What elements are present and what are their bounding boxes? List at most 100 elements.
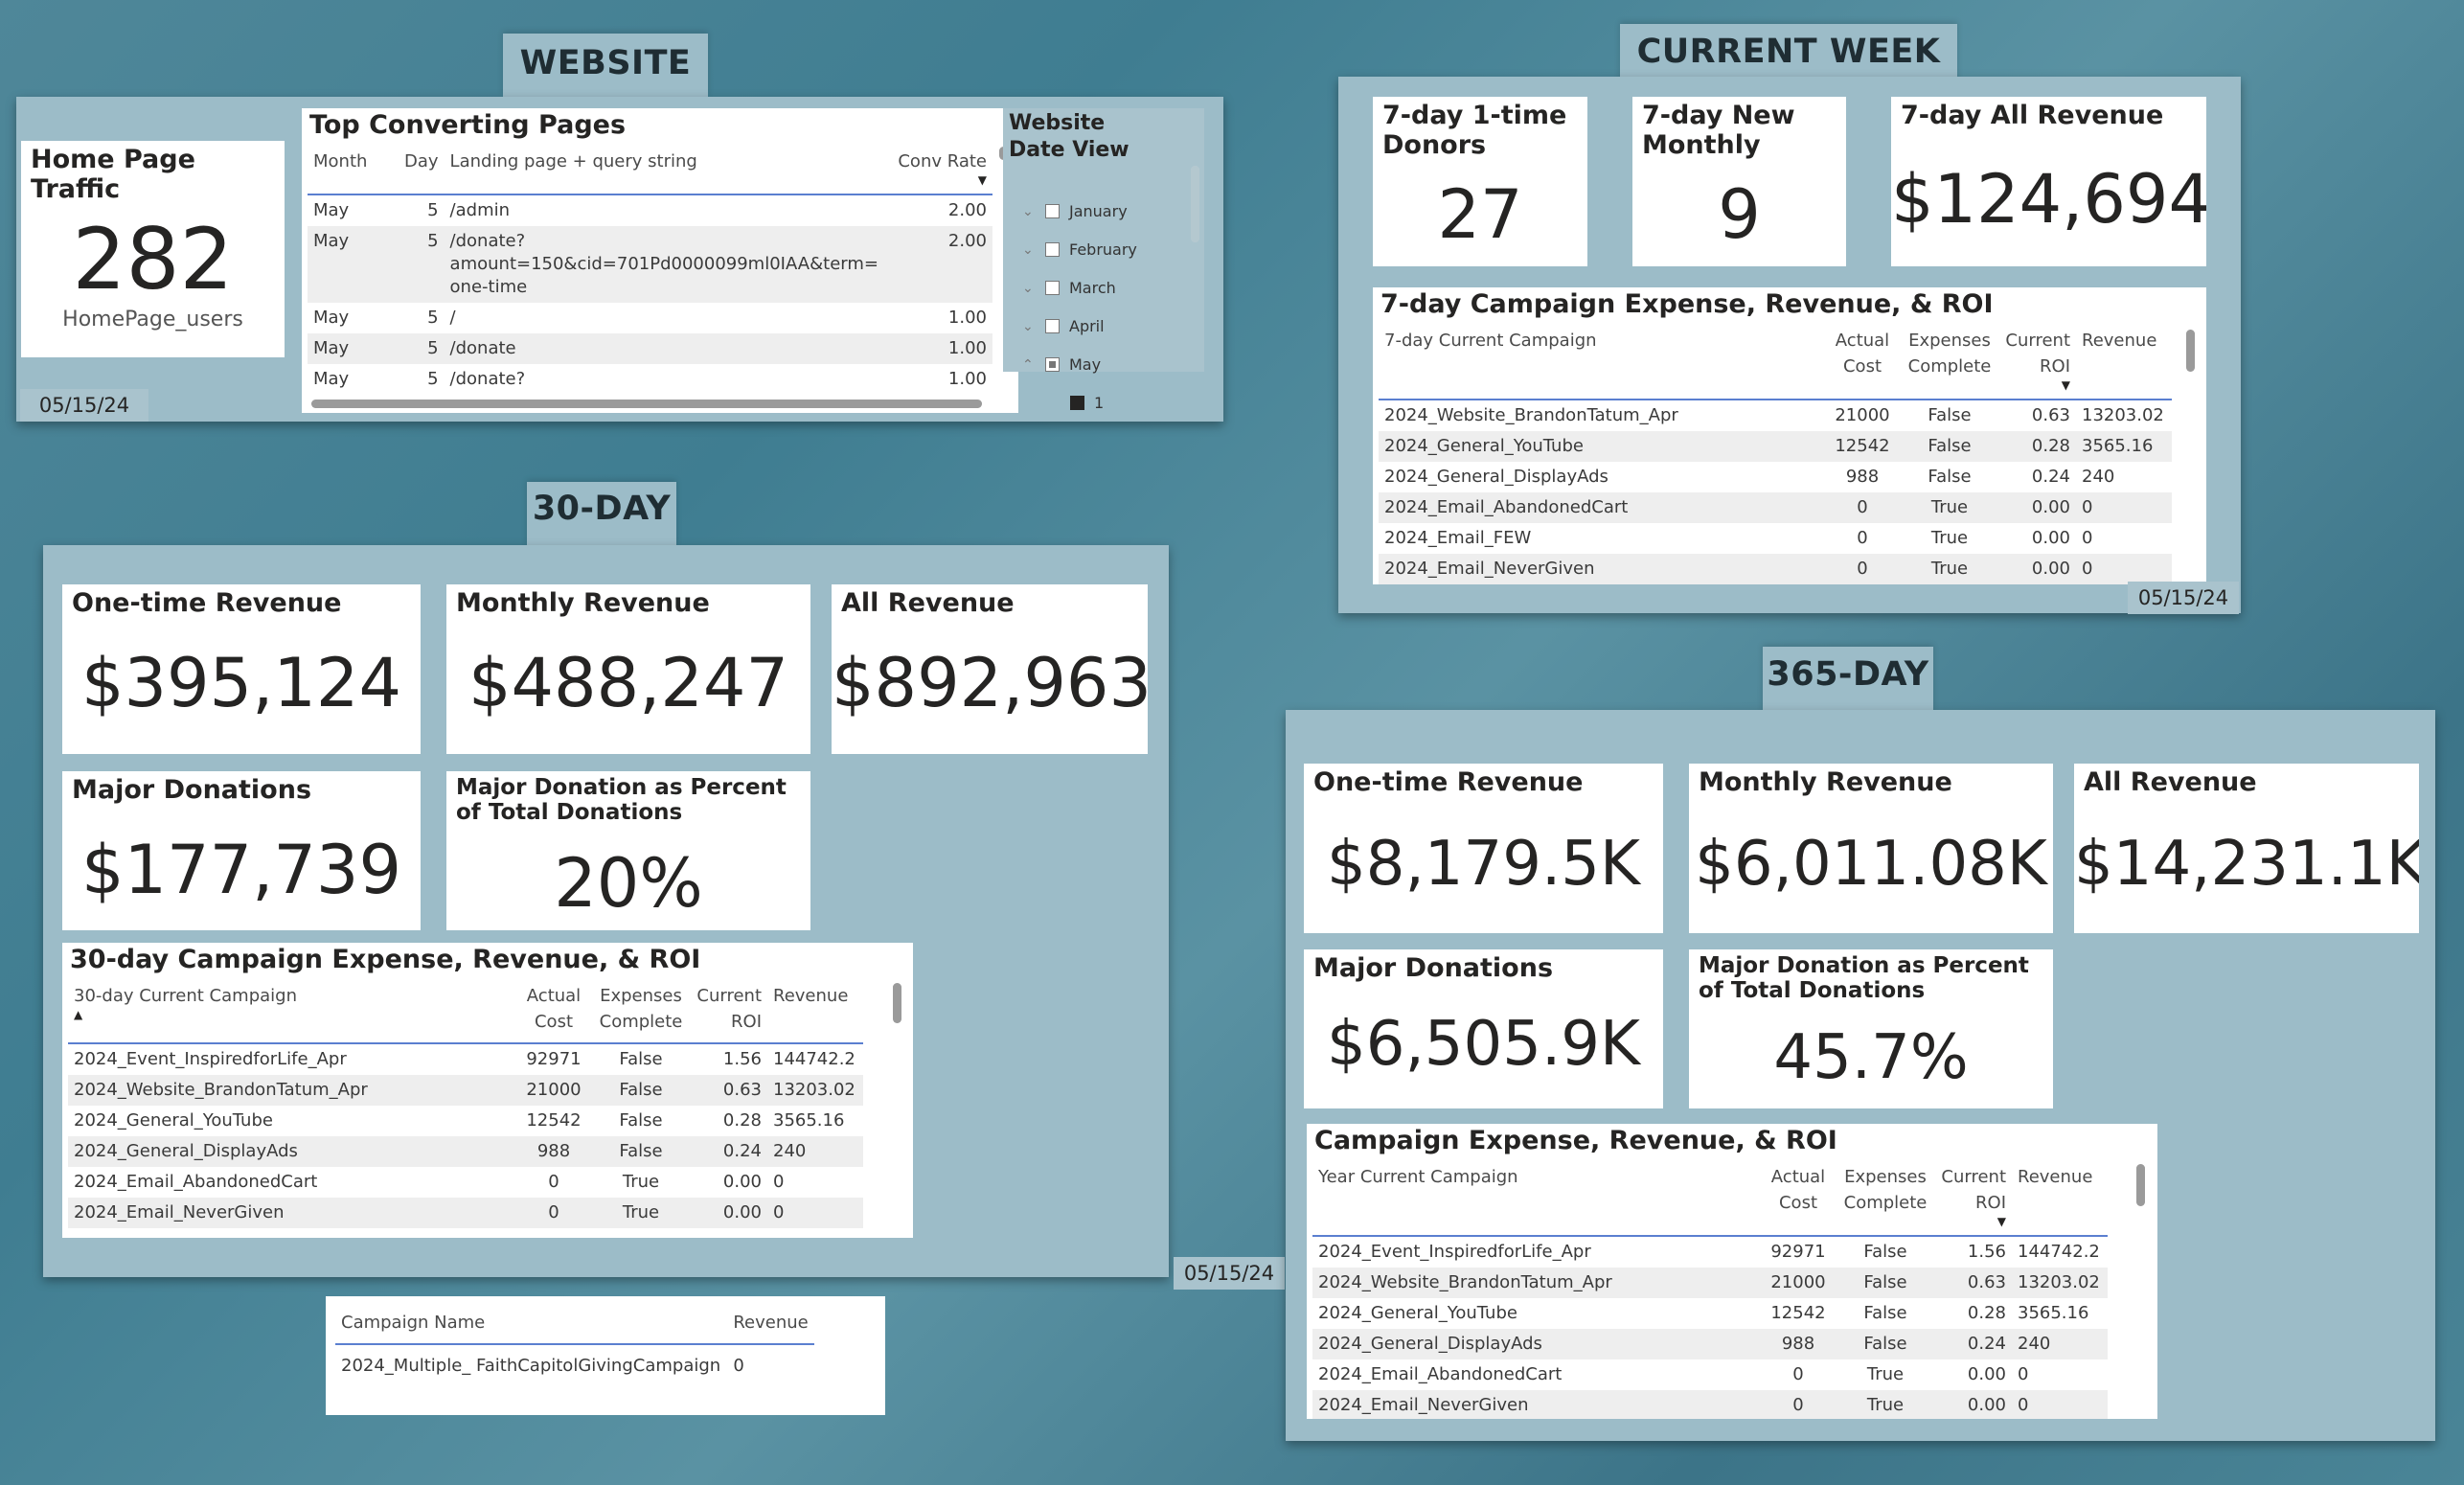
- thirty-all-card[interactable]: All Revenue $892,963: [832, 584, 1148, 754]
- slicer-scroll[interactable]: [1191, 166, 1199, 242]
- year-table-scroll[interactable]: [2136, 1164, 2145, 1206]
- slicer-item[interactable]: ⌄ January: [1022, 202, 1128, 220]
- table-cell: 0.00: [1997, 492, 2076, 523]
- table-row[interactable]: 2024_Website_BrandonTatum_Apr 21000 False 0…: [1312, 1268, 2108, 1298]
- table-cell: 5: [427, 200, 439, 220]
- year-all-value: $14,231.1K: [2074, 829, 2419, 900]
- chevron-up-icon[interactable]: ⌃: [1022, 356, 1034, 373]
- table-cell: 2024_General_YouTube: [1379, 431, 1823, 462]
- slicer-item[interactable]: ⌄ February: [1022, 240, 1137, 259]
- year-major-pct-card[interactable]: Major Donation as Percent of Total Donat…: [1689, 949, 2053, 1108]
- chevron-down-icon[interactable]: ⌄: [1022, 318, 1034, 334]
- checkbox[interactable]: [1045, 242, 1060, 257]
- table-cell: /: [449, 308, 456, 328]
- year-major-card[interactable]: Major Donations $6,505.9K: [1304, 949, 1663, 1108]
- year-campaign-table[interactable]: Campaign Expense, Revenue, & ROI Year Cu…: [1307, 1124, 2157, 1419]
- thirty-monthly-card[interactable]: Monthly Revenue $488,247: [446, 584, 810, 754]
- column-header[interactable]: Revenue: [767, 979, 863, 1044]
- column-header[interactable]: Year Current Campaign: [1312, 1160, 1759, 1237]
- table-row[interactable]: 2024_Email_NeverGiven 0 True 0.00 0: [1379, 554, 2172, 584]
- table-cell: 12542: [1823, 431, 1902, 462]
- thirty-major-pct-value: 20%: [554, 844, 703, 923]
- table-cell: 1.00: [947, 369, 987, 389]
- table-row[interactable]: 2024_Email_AbandonedCart 0 True 0.00 0: [68, 1167, 863, 1198]
- checkbox[interactable]: [1045, 357, 1060, 372]
- year-one-time-card[interactable]: One-time Revenue $8,179.5K: [1304, 764, 1663, 933]
- col-month[interactable]: Month: [308, 145, 399, 195]
- thirty-campaign-table[interactable]: 30-day Campaign Expense, Revenue, & ROI …: [62, 943, 913, 1238]
- week-new-monthly-card[interactable]: 7-day New Monthly 9: [1632, 97, 1846, 266]
- column-header[interactable]: Expenses Complete: [1837, 1160, 1933, 1237]
- column-header[interactable]: Current ROI: [689, 979, 767, 1044]
- thirty-one-time-card[interactable]: One-time Revenue $395,124: [62, 584, 421, 754]
- col-conv-rate[interactable]: Conv Rate ▼: [887, 145, 992, 195]
- thirty-major-card[interactable]: Major Donations $177,739: [62, 771, 421, 930]
- table-row[interactable]: 2024_Email_AbandonedCart 0 True 0.00 0: [1312, 1359, 2108, 1390]
- chevron-down-icon[interactable]: ⌄: [1022, 241, 1034, 258]
- table-row[interactable]: 2024_Website_BrandonTatum_Apr 21000 False 0…: [68, 1075, 863, 1106]
- column-header[interactable]: Expenses Complete: [1902, 324, 1997, 400]
- year-major-pct-title: Major Donation as Percent of Total Donat…: [1699, 953, 2029, 1004]
- column-header[interactable]: Actual Cost: [1823, 324, 1902, 400]
- slicer-sub-item[interactable]: 1: [1070, 394, 1104, 412]
- campaign-revenue-table[interactable]: Campaign Name Revenue 2024_Multiple_ Faith…: [326, 1296, 885, 1415]
- thirty-table-scroll[interactable]: [893, 983, 901, 1023]
- checkbox[interactable]: [1045, 319, 1060, 333]
- column-header[interactable]: 30-day Current Campaign ▲: [68, 979, 514, 1044]
- week-one-time-card[interactable]: 7-day 1-time Donors 27: [1373, 97, 1587, 266]
- table-row[interactable]: May 5 / 1.00: [308, 303, 992, 333]
- table-row[interactable]: 2024_Multiple_ FaithCapitolGivingCampaig…: [335, 1344, 814, 1382]
- top-pages-table[interactable]: Top Converting Pages Month Day Landing p…: [302, 108, 1018, 413]
- column-header[interactable]: Expenses Complete: [593, 979, 689, 1044]
- table-cell: 0: [773, 1172, 785, 1192]
- column-header[interactable]: Actual Cost: [514, 979, 593, 1044]
- table-row[interactable]: 2024_Event_InspiredforLife_Apr 92971 False…: [1312, 1236, 2108, 1268]
- home-traffic-card[interactable]: Home Page Traffic 282 HomePage_users: [21, 141, 285, 357]
- website-date-slicer[interactable]: Website Date View ⌄ January ⌄ February ⌄ Marc…: [1003, 108, 1204, 412]
- week-table-scroll[interactable]: [2186, 330, 2195, 372]
- table-row[interactable]: May 5/donate? amount=150&cid=701Pd0000099…: [308, 226, 992, 303]
- table-row[interactable]: 2024_General_YouTube 12542 False 0.28 3565.1…: [1379, 431, 2172, 462]
- year-monthly-card[interactable]: Monthly Revenue $6,011.08K: [1689, 764, 2053, 933]
- table-row[interactable]: 2024_Email_NeverGiven 0 True 0.00 0: [1312, 1390, 2108, 1419]
- table-row[interactable]: 2024_General_YouTube 12542 False 0.28 3565.1…: [1312, 1298, 2108, 1329]
- column-header[interactable]: Current ROI ▼: [1997, 324, 2076, 400]
- top-pages-hscroll[interactable]: [311, 400, 982, 408]
- col-day[interactable]: Day: [399, 145, 445, 195]
- table-row[interactable]: 2024_General_YouTube 12542 False 0.28 3565.1…: [68, 1106, 863, 1136]
- table-row[interactable]: May 5/donate? 1.00: [308, 364, 992, 395]
- table-row[interactable]: May 5/admin 2.00: [308, 194, 992, 226]
- week-all-revenue-card[interactable]: 7-day All Revenue $124,694: [1891, 97, 2206, 266]
- checkbox-checked[interactable]: [1070, 396, 1084, 410]
- column-header[interactable]: Actual Cost: [1759, 1160, 1837, 1237]
- year-all-card[interactable]: All Revenue $14,231.1K: [2074, 764, 2419, 933]
- week-campaign-table[interactable]: 7-day Campaign Expense, Revenue, & ROI 7…: [1373, 287, 2206, 584]
- table-row[interactable]: 2024_Event_InspiredforLife_Apr 92971 False…: [68, 1043, 863, 1075]
- checkbox[interactable]: [1045, 281, 1060, 295]
- column-header[interactable]: Revenue: [727, 1306, 814, 1345]
- column-header[interactable]: Revenue: [2076, 324, 2172, 400]
- table-cell: 21000: [1759, 1268, 1837, 1298]
- campaign-revenue-grid: Campaign Name Revenue 2024_Multiple_ Faith…: [335, 1306, 814, 1382]
- column-header[interactable]: Campaign Name: [335, 1306, 728, 1345]
- table-row[interactable]: 2024_General_DisplayAds 988 False 0.24 240: [1312, 1329, 2108, 1359]
- table-row[interactable]: 2024_Email_NeverGiven 0 True 0.00 0: [68, 1198, 863, 1228]
- column-header[interactable]: Revenue: [2012, 1160, 2108, 1237]
- thirty-major-pct-card[interactable]: Major Donation as Percent of Total Donat…: [446, 771, 810, 930]
- slicer-item[interactable]: ⌃ May: [1022, 355, 1101, 374]
- slicer-item[interactable]: ⌄ March: [1022, 279, 1116, 297]
- chevron-down-icon[interactable]: ⌄: [1022, 203, 1034, 219]
- table-row[interactable]: 2024_General_DisplayAds 988 False 0.24 240: [1379, 462, 2172, 492]
- checkbox[interactable]: [1045, 204, 1060, 218]
- slicer-item[interactable]: ⌄ April: [1022, 317, 1105, 335]
- col-landing[interactable]: Landing page + query string: [444, 145, 887, 195]
- table-row[interactable]: 2024_Email_AbandonedCart 0 True 0.00 0: [1379, 492, 2172, 523]
- column-header[interactable]: 7-day Current Campaign: [1379, 324, 1823, 400]
- table-row[interactable]: 2024_Website_BrandonTatum_Apr 21000 False 0…: [1379, 400, 2172, 431]
- table-row[interactable]: 2024_Email_FEW 0 True 0.00 0: [1379, 523, 2172, 554]
- chevron-down-icon[interactable]: ⌄: [1022, 280, 1034, 296]
- table-row[interactable]: 2024_General_DisplayAds 988 False 0.24 240: [68, 1136, 863, 1167]
- table-row[interactable]: May 5/donate 1.00: [308, 333, 992, 364]
- column-header[interactable]: Current ROI ▼: [1933, 1160, 2012, 1237]
- week-all-revenue-value: $124,694: [1891, 160, 2206, 239]
